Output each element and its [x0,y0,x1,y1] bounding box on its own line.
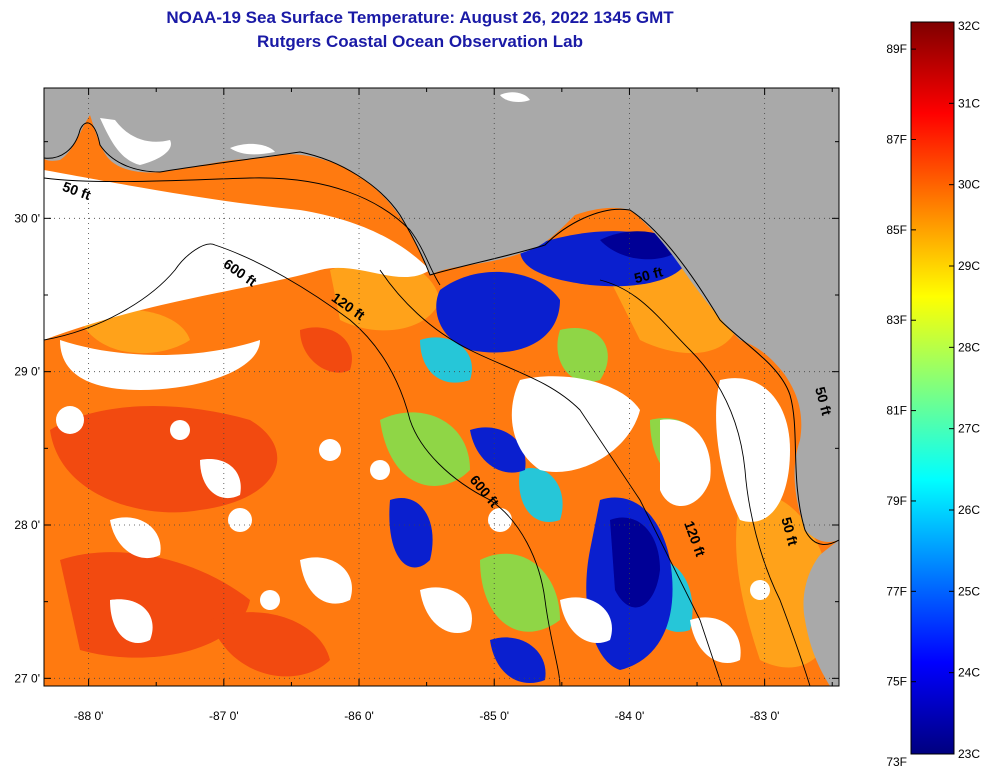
lat-tick-label: 28 0' [14,518,40,532]
colorbar-label-f: 73F [886,755,907,769]
lon-tick-label: -85 0' [479,709,509,723]
contour-600ft [44,243,561,686]
inland-water-detail [100,92,530,165]
map-frame [43,87,840,687]
axis-ticks [44,88,839,686]
contour-label: 50 ft [632,263,664,286]
colorbar-label-c: 27C [958,422,980,436]
colorbar-label-f: 89F [886,42,907,56]
colorbar [910,21,955,755]
colorbar-label-c: 30C [958,178,980,192]
colorbar-label-c: 31C [958,96,980,110]
colorbar-label-f: 77F [886,584,907,598]
lon-tick-label: -83 0' [750,709,780,723]
lat-tick-label: 29 0' [14,365,40,379]
colorbar-labels: 32C 31C 30C 29C 28C 27C 26C 25C 24C 23C 89F 87F 85F 8… [886,19,980,769]
contour-120ft [379,269,723,686]
lon-tick-label: -88 0' [74,709,104,723]
map-title: NOAA-19 Sea Surface Temperature: August … [166,8,674,27]
axis-tick-labels: -88 0' -87 0' -86 0' -85 0' -84 0' -83 0' 30 0… [14,211,779,723]
cloud-cover [44,170,790,664]
lon-tick-label: -84 0' [615,709,645,723]
colorbar-label-c: 32C [958,19,980,33]
land-mass-south [803,540,839,686]
colorbar-label-f: 85F [886,223,907,237]
land-mass [44,88,839,542]
colorbar-label-f: 83F [886,313,907,327]
colorbar-label-c: 23C [958,747,980,761]
coastline [44,122,839,545]
colorbar-label-f: 75F [886,675,907,689]
contour-50ft-north [44,177,441,286]
lon-tick-label: -87 0' [209,709,239,723]
colorbar-label-c: 25C [958,584,980,598]
bathymetry-contours [44,177,811,686]
colorbar-label-c: 28C [958,340,980,354]
map-subtitle: Rutgers Coastal Ocean Observation Lab [257,32,583,51]
contour-50ft-east [599,279,811,686]
lat-tick-label: 27 0' [14,671,40,685]
colorbar-label-c: 24C [958,666,980,680]
lon-tick-label: -86 0' [344,709,374,723]
colorbar-label-f: 79F [886,494,907,508]
contour-label: 50 ft [778,515,801,547]
colorbar-label-f: 87F [886,132,907,146]
contour-label: 50 ft [812,385,835,417]
colorbar-label-c: 26C [958,503,980,517]
colorbar-label-f: 81F [886,404,907,418]
colorbar-label-c: 29C [958,259,980,273]
lat-tick-label: 30 0' [14,211,40,225]
